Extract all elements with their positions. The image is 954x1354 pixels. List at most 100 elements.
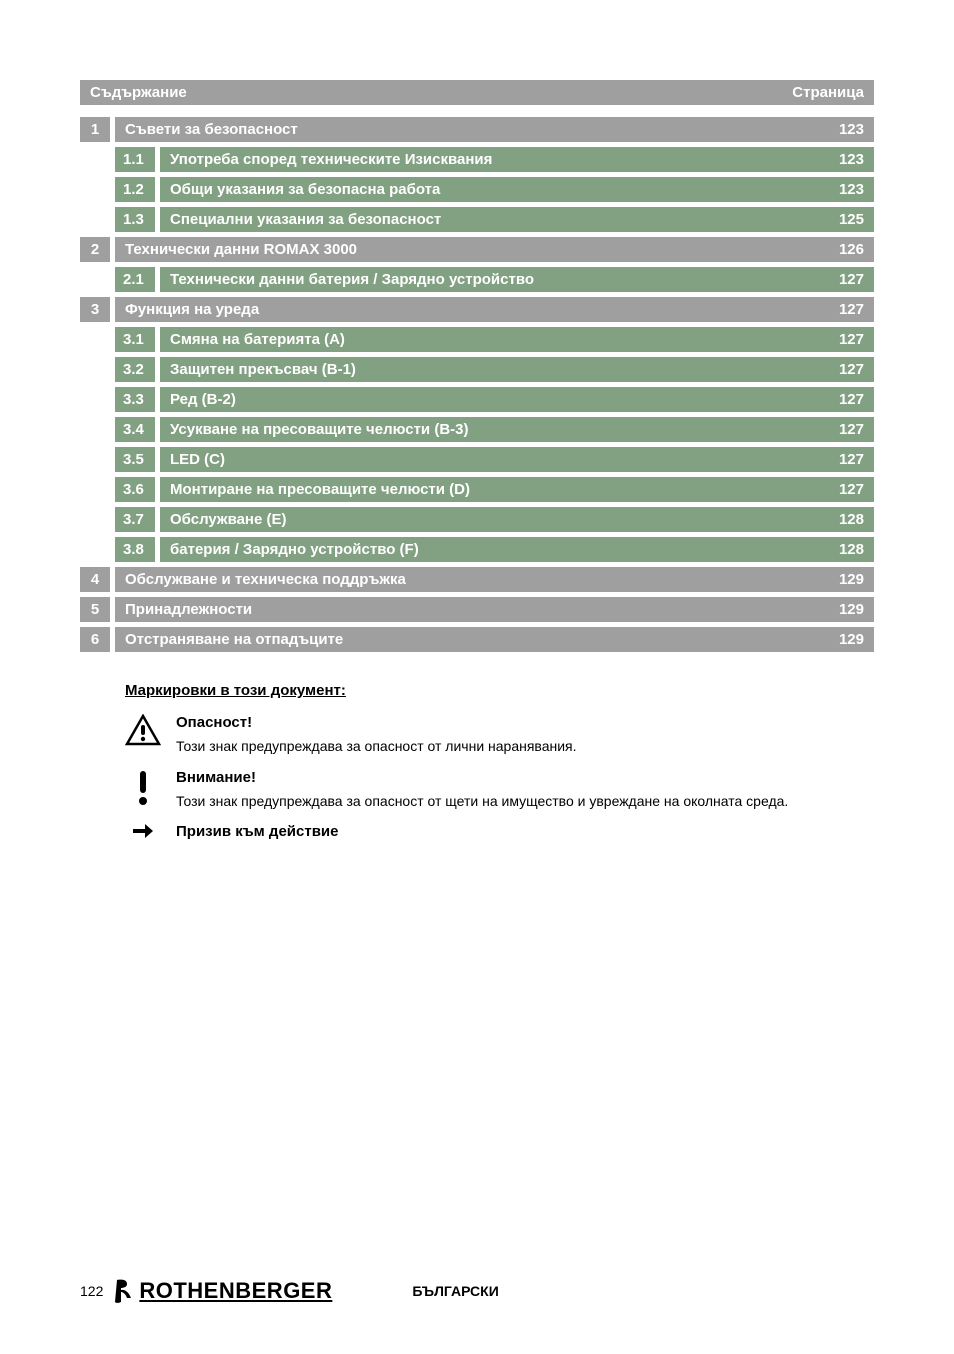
- marking-heading: Призив към действие: [176, 823, 874, 840]
- toc-title-text: Принадлежности: [125, 601, 252, 618]
- toc-title-text: Смяна на батерията (A): [170, 331, 345, 348]
- toc-page: 129: [839, 631, 864, 648]
- toc-page: 129: [839, 601, 864, 618]
- toc-subtitle: Специални указания за безопасност 125: [160, 207, 874, 232]
- toc-subnum: 3.2: [115, 357, 155, 382]
- toc-title-text: Съвети за безопасност: [125, 121, 298, 138]
- exclamation-icon: [125, 769, 161, 807]
- toc-indent: [80, 177, 110, 202]
- toc-row: 1.1Употреба според техническите Изискван…: [80, 147, 874, 172]
- toc-row: 6 Отстраняване на отпадъците 129: [80, 627, 874, 652]
- header-left: Съдържание: [90, 84, 187, 101]
- toc-title-text: Защитен прекъсвач (B-1): [170, 361, 356, 378]
- toc-subnum: 3.6: [115, 477, 155, 502]
- toc-indent: [80, 327, 110, 352]
- toc-num: 6: [80, 627, 110, 652]
- toc-row: 3.7Обслужване (E)128: [80, 507, 874, 532]
- arrow-right-icon: [125, 823, 161, 839]
- markings-title: Маркировки в този документ:: [125, 682, 874, 699]
- toc-page: 126: [839, 241, 864, 258]
- toc-subnum: 3.3: [115, 387, 155, 412]
- toc-title-text: Общи указания за безопасна работа: [170, 181, 440, 198]
- toc-subtitle: Употреба според техническите Изисквания 1…: [160, 147, 874, 172]
- toc-row: 1.3Специални указания за безопасност125: [80, 207, 874, 232]
- toc-num: 4: [80, 567, 110, 592]
- toc-page: 123: [839, 151, 864, 168]
- marking-heading: Внимание!: [176, 769, 874, 786]
- toc-row: 3.6 Монтиране на пресоващите челюсти (D) 1…: [80, 477, 874, 502]
- toc-num: 2: [80, 237, 110, 262]
- brand-logo: ROTHENBERGER: [113, 1278, 332, 1304]
- toc-subnum: 1.1: [115, 147, 155, 172]
- toc-subtitle: Усукване на пресоващите челюсти (B-3)127: [160, 417, 874, 442]
- toc-indent: [80, 507, 110, 532]
- marking-row-danger: Опасност! Този знак предупреждава за опа…: [125, 714, 874, 757]
- toc-row: 3Функция на уреда127: [80, 297, 874, 322]
- toc-row: 2 Технически данни ROMAX 3000 126: [80, 237, 874, 262]
- toc-indent: [80, 267, 110, 292]
- toc-row: 1.2Общи указания за безопасна работа123: [80, 177, 874, 202]
- toc-title: Функция на уреда 127: [115, 297, 874, 322]
- toc-title-text: Монтиране на пресоващите челюсти (D): [170, 481, 470, 498]
- toc-title-text: Обслужване и техническа поддръжка: [125, 571, 406, 588]
- toc-title-text: Технически данни ROMAX 3000: [125, 241, 357, 258]
- toc-subtitle: Общи указания за безопасна работа123: [160, 177, 874, 202]
- markings-section: Маркировки в този документ: Опасност! То…: [80, 682, 874, 846]
- toc-title-text: Усукване на пресоващите челюсти (B-3): [170, 421, 468, 438]
- toc-title: Съвети за безопасност 123: [115, 117, 874, 142]
- toc-title-text: Функция на уреда: [125, 301, 259, 318]
- toc-num: 5: [80, 597, 110, 622]
- toc-title: Технически данни ROMAX 3000 126: [115, 237, 874, 262]
- toc-row: 3.4Усукване на пресоващите челюсти (B-3)…: [80, 417, 874, 442]
- toc-title-text: Специални указания за безопасност: [170, 211, 441, 228]
- toc-subtitle: Монтиране на пресоващите челюсти (D) 127: [160, 477, 874, 502]
- toc-page: 123: [839, 121, 864, 138]
- brand-text: ROTHENBERGER: [139, 1278, 332, 1304]
- toc-subnum: 3.4: [115, 417, 155, 442]
- toc-title: Принадлежности 129: [115, 597, 874, 622]
- toc-subnum: 3.5: [115, 447, 155, 472]
- toc-page: 128: [839, 541, 864, 558]
- toc-page: 127: [839, 331, 864, 348]
- toc-title: Отстраняване на отпадъците 129: [115, 627, 874, 652]
- toc-page: 128: [839, 511, 864, 528]
- toc-row: 2.1Технически данни батерия / Зарядно ус…: [80, 267, 874, 292]
- toc-row: 3.8батерия / Зарядно устройство (F)128: [80, 537, 874, 562]
- toc-page: 127: [839, 481, 864, 498]
- toc-indent: [80, 207, 110, 232]
- marking-row-attention: Внимание! Този знак предупреждава за опа…: [125, 769, 874, 812]
- toc-page: 125: [839, 211, 864, 228]
- toc-page: 129: [839, 571, 864, 588]
- toc-title-text: Ред (B-2): [170, 391, 236, 408]
- toc-row: 5 Принадлежности 129: [80, 597, 874, 622]
- toc-subnum: 1.2: [115, 177, 155, 202]
- toc-row: 3.2Защитен прекъсвач (B-1)127: [80, 357, 874, 382]
- toc-num: 1: [80, 117, 110, 142]
- toc-header: Съдържание Страница: [80, 80, 874, 105]
- toc-subnum: 2.1: [115, 267, 155, 292]
- toc-row: 4 Обслужване и техническа поддръжка 129: [80, 567, 874, 592]
- marking-text: Този знак предупреждава за опасност от л…: [176, 737, 874, 757]
- toc-title-text: батерия / Зарядно устройство (F): [170, 541, 419, 558]
- toc-title-text: LED (C): [170, 451, 225, 468]
- toc-indent: [80, 147, 110, 172]
- toc-indent: [80, 477, 110, 502]
- marking-row-action: Призив към действие: [125, 823, 874, 846]
- toc-indent: [80, 447, 110, 472]
- toc-indent: [80, 357, 110, 382]
- marking-text: Този знак предупреждава за опасност от щ…: [176, 792, 874, 812]
- toc-subtitle: Смяна на батерията (A) 127: [160, 327, 874, 352]
- toc-subtitle: Ред (B-2)127: [160, 387, 874, 412]
- toc-subtitle: Технически данни батерия / Зарядно устро…: [160, 267, 874, 292]
- warning-triangle-icon: [125, 714, 161, 746]
- toc-page: 127: [839, 271, 864, 288]
- toc-indent: [80, 387, 110, 412]
- toc-subnum: 3.7: [115, 507, 155, 532]
- footer: 122 ROTHENBERGER БЪЛГАРСКИ: [80, 1278, 874, 1304]
- toc-title-text: Отстраняване на отпадъците: [125, 631, 343, 648]
- toc-title-text: Употреба според техническите Изисквания: [170, 151, 492, 168]
- language-label: БЪЛГАРСКИ: [412, 1283, 498, 1299]
- toc-indent: [80, 417, 110, 442]
- toc-subnum: 3.1: [115, 327, 155, 352]
- toc-page: 127: [839, 301, 864, 318]
